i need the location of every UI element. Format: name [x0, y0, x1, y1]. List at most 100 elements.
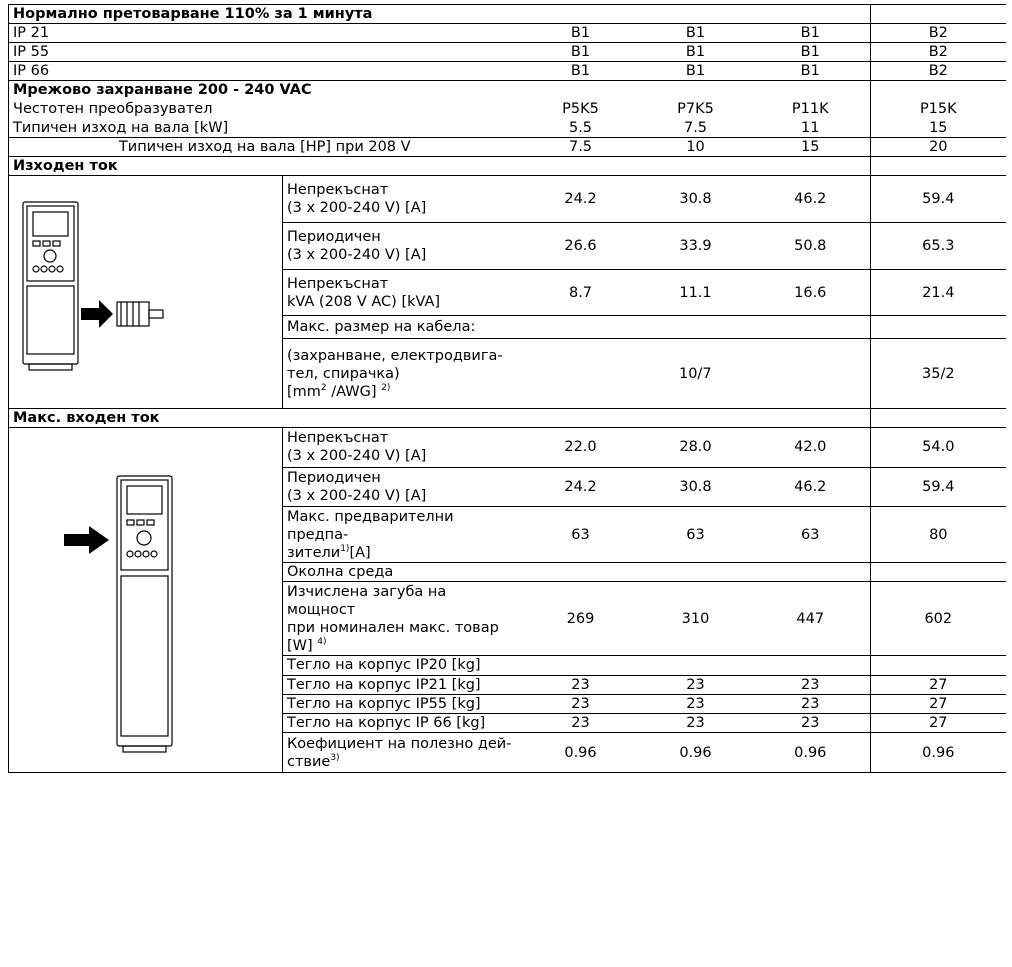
value-cell: 10: [640, 137, 751, 157]
value-cell: 8.7: [520, 269, 641, 317]
value-cell: 23: [640, 675, 751, 695]
value-cell: P11K: [791, 101, 829, 117]
table-row: Мрежово захранване 200 - 240 VAC: [9, 80, 1006, 100]
empty-cell: [870, 156, 1006, 176]
value-cell: 310: [640, 581, 751, 657]
description-text: Макс. размер на кабела:: [287, 319, 476, 336]
table-row: Изчислена загуба на мощност при номинале…: [9, 581, 1006, 657]
mains-to-drive-icon: [64, 475, 173, 753]
empty-cell: [870, 408, 1006, 428]
description-text: Коефициент на полезно дей- ствие: [287, 735, 512, 770]
description-cell: Непрекъснат (3 x 200-240 V) [A]: [282, 427, 521, 468]
value-cell: B2: [870, 23, 1006, 43]
value-cell: P7K5: [677, 101, 714, 117]
table-row: Периодичен (3 x 200-240 V) [A] 24.2 30.8 46…: [9, 467, 1006, 508]
description-text: Изчислена загуба на мощност при номинале…: [287, 583, 499, 654]
footnote-mark: 4): [317, 636, 327, 647]
value-cell: 30.8: [640, 175, 751, 223]
table-row: Изходен ток: [8, 156, 1006, 176]
value-cell: 0.96: [640, 732, 751, 773]
description-text: [A]: [349, 544, 371, 561]
description-cell: Периодичен (3 x 200-240 V) [A]: [282, 467, 521, 508]
table-row: Тегло на корпус IP21 [kg] 23 23 23 27: [9, 675, 1006, 695]
value-cell: [870, 315, 1006, 340]
description-text: Непрекъснат kVA (208 V AC) [kVA]: [287, 275, 441, 310]
description-cell: Тегло на корпус IP21 [kg]: [282, 675, 521, 695]
table-body: Нормално претоварване 110% за 1 минута IP…: [8, 4, 1006, 773]
description-cell: Тегло на корпус IP20 [kg]: [282, 655, 521, 676]
value-cell: 30.8: [640, 467, 751, 508]
value-cell: 26.6: [520, 222, 641, 270]
description-cell: Макс. предварителни предпа- зители1)[A]: [282, 506, 521, 563]
spec-table: Нормално претоварване 110% за 1 минута IP…: [8, 4, 1006, 773]
footnote-mark: 2: [320, 382, 327, 393]
value-cell: 0.96: [870, 732, 1006, 773]
table-row: Макс. входен ток: [8, 408, 1006, 428]
value-cell: [520, 315, 641, 340]
value-cell: 269: [520, 581, 641, 657]
value-cell: 23: [520, 713, 641, 734]
value-cell: 11: [750, 118, 871, 138]
value-cell: 24.2: [520, 175, 641, 223]
value-cell: 23: [750, 694, 871, 715]
value-cell: [750, 562, 871, 583]
value-cell: 447: [750, 581, 871, 657]
table-row: Непрекъснат (3 x 200-240 V) [A] 22.0 28.0 4…: [8, 427, 1006, 773]
description-text: Околна среда: [287, 564, 394, 581]
value-cell: 23: [640, 713, 751, 734]
value-cell: 21.4: [870, 269, 1006, 317]
row-label: IP 21: [8, 23, 521, 43]
section-title: Макс. входен ток: [8, 408, 871, 428]
icon-cell: [8, 427, 283, 773]
value-cell: 7.5: [520, 137, 641, 157]
footnote-mark: 1): [340, 543, 350, 554]
table-row: IP 66 B1 B1 B1 B2: [8, 61, 1006, 81]
value-cell: [750, 655, 871, 676]
table-row: Типичен изход на вала [kW] 5.5 7.5 11 15: [8, 118, 1006, 138]
table-row: IP 21 B1 B1 B1 B2: [8, 23, 1006, 43]
value-cell: 20: [870, 137, 1006, 157]
value-cell: 63: [520, 506, 641, 563]
value-cell: 10/7: [520, 338, 871, 409]
table-row: Тегло на корпус IP 66 [kg] 23 23 23 27: [9, 713, 1006, 734]
value-cell: 65.3: [870, 222, 1006, 270]
value-cell: [640, 562, 751, 583]
description-cell: Коефициент на полезно дей- ствие3): [282, 732, 521, 773]
value-cell: 50.8: [750, 222, 871, 270]
value-cell: 63: [640, 506, 751, 563]
value-cell: B2: [870, 42, 1006, 62]
value-cell: 602: [870, 581, 1006, 657]
row-label: IP 55: [8, 42, 521, 62]
table-row: Околна среда: [9, 562, 1006, 583]
drive-to-motor-icon: [22, 201, 164, 371]
value-cell: 27: [870, 694, 1006, 715]
value-cell: 59.4: [870, 467, 1006, 508]
description-text: Непрекъснат (3 x 200-240 V) [A]: [287, 181, 427, 216]
table-row: Типичен изход на вала [HP] при 208 V 7.5 1…: [8, 137, 1006, 157]
footnote-mark: 2): [381, 382, 391, 393]
value-cell: 23: [640, 694, 751, 715]
table-row: Честотен преобразувател P5K5 P7K5 P11K P15K: [9, 99, 1006, 119]
value-cell: B1: [520, 61, 641, 81]
value-cell: B1: [520, 23, 641, 43]
row-label: IP 66: [8, 61, 521, 81]
row-label: Честотен преобразувател: [13, 101, 213, 117]
value-cell: [870, 655, 1006, 676]
value-cell: 23: [750, 675, 871, 695]
description-text: (захранване, електродвига- тел, спирачка…: [287, 347, 503, 400]
value-cell: B1: [750, 23, 871, 43]
value-cell: 80: [870, 506, 1006, 563]
table-row: Макс. предварителни предпа- зители1)[A] 6…: [9, 506, 1006, 563]
table-row: Тегло на корпус IP55 [kg] 23 23 23 27: [9, 694, 1006, 715]
value-cell: 42.0: [750, 427, 871, 468]
description-text: Тегло на корпус IP55 [kg]: [287, 695, 481, 712]
value-cell: [520, 655, 641, 676]
value-cell: P5K5: [562, 101, 599, 117]
value-cell: 23: [750, 713, 871, 734]
description-text: Макс. предварителни предпа- зители: [287, 508, 454, 561]
value-cell: 24.2: [520, 467, 641, 508]
row-label: Типичен изход на вала [HP] при 208 V: [8, 137, 521, 157]
empty-cell: [870, 4, 1006, 24]
value-cell: B1: [640, 61, 751, 81]
